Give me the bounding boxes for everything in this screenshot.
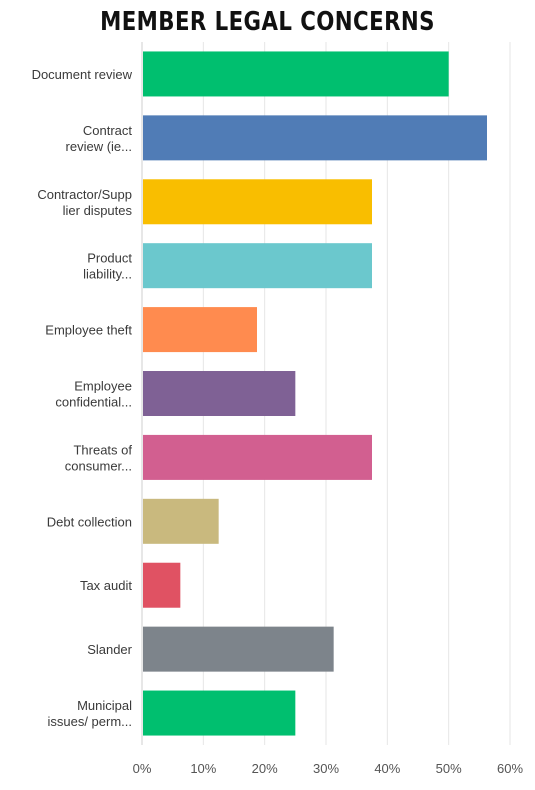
category-label: consumer... <box>65 458 132 473</box>
category-label: Debt collection <box>47 514 132 529</box>
bar[interactable] <box>143 498 219 544</box>
category-label: review (ie... <box>66 139 132 154</box>
bar[interactable] <box>143 243 372 289</box>
category-label: lier disputes <box>63 203 133 218</box>
bar[interactable] <box>143 690 296 736</box>
category-label: issues/ perm... <box>47 714 132 729</box>
bar[interactable] <box>143 434 372 480</box>
category-label: Municipal <box>77 698 132 713</box>
category-label: Employee theft <box>45 323 132 338</box>
bar[interactable] <box>143 307 257 353</box>
category-label: Employee <box>74 379 132 394</box>
x-tick-label: 0% <box>133 761 152 776</box>
x-tick-label: 30% <box>313 761 339 776</box>
category-label: Contractor/Supp <box>37 187 132 202</box>
x-tick-label: 20% <box>252 761 278 776</box>
bar[interactable] <box>143 562 181 608</box>
bar[interactable] <box>143 179 372 225</box>
category-label: Threats of <box>73 442 132 457</box>
x-tick-label: 40% <box>374 761 400 776</box>
x-tick-label: 10% <box>190 761 216 776</box>
category-label: liability... <box>83 267 132 282</box>
x-tick-label: 60% <box>497 761 523 776</box>
bar[interactable] <box>143 371 296 416</box>
bar[interactable] <box>143 115 487 161</box>
bar[interactable] <box>143 626 334 672</box>
category-label: Contract <box>83 123 133 138</box>
category-label: Document review <box>32 67 133 82</box>
category-label: Product <box>87 251 132 266</box>
chart-title: MEMBER LEGAL CONCERNS <box>100 7 435 37</box>
category-label: Slander <box>87 642 132 657</box>
bar[interactable] <box>143 51 449 97</box>
x-tick-label: 50% <box>436 761 462 776</box>
category-label: Tax audit <box>80 578 132 593</box>
category-label: confidential... <box>55 395 132 410</box>
